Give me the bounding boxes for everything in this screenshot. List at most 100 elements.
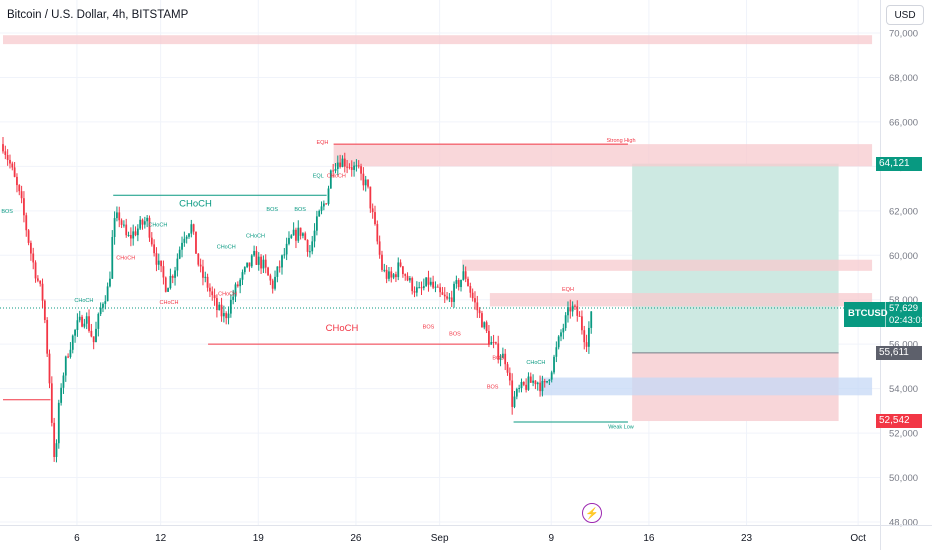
candle-body	[36, 278, 39, 281]
candle-body	[123, 224, 125, 226]
currency-button[interactable]: USD	[886, 5, 924, 25]
x-tick-label: 19	[253, 533, 265, 544]
candle-body	[534, 380, 537, 385]
target-price-tag: 64,121	[876, 156, 922, 171]
candle-body	[418, 287, 421, 289]
candle-body	[227, 313, 230, 319]
candle-body	[288, 237, 290, 244]
annotation-label: CHoCH	[526, 360, 545, 366]
annotation-label: EQH	[562, 287, 574, 293]
bar-countdown: 02:43:01	[889, 315, 926, 326]
candle-body	[327, 188, 330, 205]
candle-body	[332, 170, 335, 172]
candle-body	[392, 274, 395, 278]
candle-body	[188, 233, 190, 237]
annotation-label: CHoCH	[326, 323, 359, 334]
candle-body	[9, 159, 11, 164]
candle-body	[488, 330, 490, 345]
candle-body	[578, 315, 581, 317]
candle-body	[276, 266, 279, 277]
candle-body	[260, 256, 262, 269]
candle-body	[78, 316, 81, 321]
candle-body	[315, 216, 318, 231]
candle-body	[50, 383, 53, 423]
candle-body	[127, 234, 130, 236]
candle-body	[309, 251, 311, 253]
candle-body	[350, 167, 353, 170]
y-tick-label: 68,000	[889, 73, 918, 84]
candle-body	[43, 300, 46, 320]
candle-body	[267, 267, 269, 276]
candle-body	[74, 329, 76, 336]
candle-body	[190, 224, 193, 234]
candle-body	[4, 151, 7, 155]
candle-body	[67, 356, 69, 358]
candle-body	[155, 253, 158, 265]
candle-body	[264, 259, 267, 268]
candle-body	[81, 316, 83, 327]
candle-body	[590, 311, 593, 328]
candle-body	[211, 291, 214, 296]
candle-body	[481, 313, 483, 328]
candle-body	[429, 281, 432, 285]
candle-body	[23, 198, 25, 216]
candle-body	[20, 191, 23, 199]
candle-body	[274, 276, 276, 289]
candle-body	[306, 239, 309, 252]
candle-body	[85, 316, 88, 324]
candle-body	[536, 382, 539, 385]
candle-body	[204, 276, 207, 278]
y-tick-label: 58,000	[889, 295, 918, 306]
candle-body	[369, 186, 372, 209]
candle-body	[562, 328, 565, 333]
candle-body	[515, 388, 518, 397]
stop-price-tag: 52,542	[876, 414, 922, 429]
candle-body	[53, 422, 56, 457]
annotation-label: BOS	[487, 385, 499, 391]
candle-body	[504, 353, 507, 365]
candle-body	[411, 278, 414, 292]
candle-body	[506, 364, 509, 373]
candle-body	[476, 302, 479, 311]
candle-body	[436, 286, 439, 288]
candle-body	[55, 443, 58, 457]
candle-body	[425, 277, 428, 287]
candle-body	[64, 356, 67, 376]
candle-body	[297, 227, 300, 241]
candle-body	[39, 280, 42, 284]
candle-body	[455, 280, 458, 284]
candle-body	[153, 244, 156, 254]
candle-body	[143, 221, 146, 225]
candle-body	[283, 254, 286, 256]
annotation-label: CHoCH	[217, 245, 236, 251]
candle-body	[292, 229, 295, 236]
candle-body	[164, 277, 167, 292]
candle-body	[34, 262, 37, 279]
candle-body	[236, 284, 239, 287]
candle-body	[146, 217, 149, 222]
candle-body	[336, 162, 339, 169]
candle-body	[311, 241, 314, 252]
candles	[2, 136, 593, 463]
candle-body	[362, 173, 365, 186]
candle-body	[585, 342, 588, 347]
candle-body	[443, 294, 446, 297]
candle-body	[90, 330, 93, 337]
candle-body	[402, 266, 404, 275]
candle-body	[116, 212, 118, 219]
candle-body	[60, 387, 63, 403]
supply-zone	[489, 293, 873, 307]
candle-body	[141, 219, 144, 225]
annotation-label: CHoCH	[74, 298, 93, 304]
candle-body	[213, 295, 216, 299]
candle-body	[285, 243, 288, 255]
candle-body	[541, 381, 544, 392]
annotation-label: BOS	[449, 331, 461, 337]
lightning-icon[interactable]: ⚡	[582, 503, 602, 523]
candle-body	[464, 271, 467, 279]
annotation-label: BOS	[294, 207, 306, 213]
candle-body	[6, 154, 9, 160]
candle-body	[160, 260, 162, 267]
candle-body	[492, 342, 495, 344]
